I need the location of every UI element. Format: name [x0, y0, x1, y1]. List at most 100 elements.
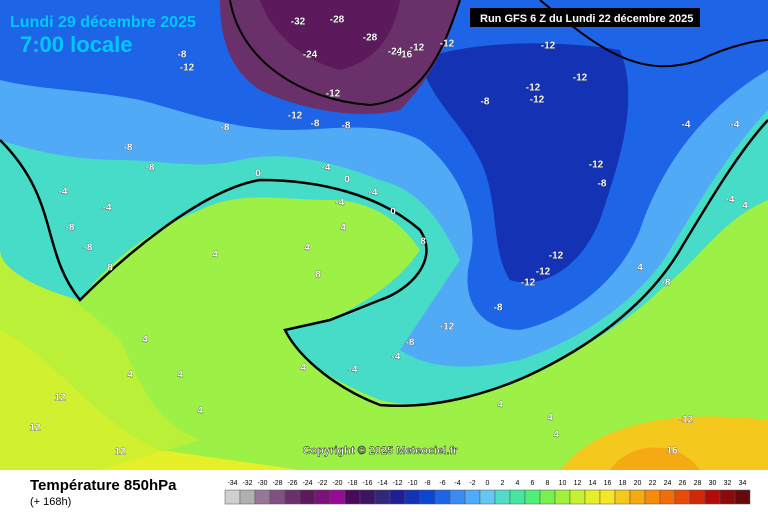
- legend-tick: 14: [589, 480, 597, 487]
- legend-swatch: [254, 489, 271, 505]
- contour-label: -8: [481, 97, 490, 108]
- contour-label: -16: [398, 50, 413, 61]
- legend-swatch: [434, 489, 451, 505]
- legend-tick: -12: [392, 480, 402, 487]
- legend-swatch: [629, 489, 646, 505]
- legend-tick: 16: [604, 480, 612, 487]
- contour-label: 4: [304, 243, 310, 254]
- contour-label: -8: [342, 121, 351, 132]
- contour-label: -8: [221, 123, 230, 134]
- legend-tick: 4: [516, 480, 520, 487]
- legend-tick: 28: [694, 480, 702, 487]
- legend-swatch: [269, 489, 286, 505]
- legend-swatch: [404, 489, 421, 505]
- contour-label: -4: [336, 198, 345, 209]
- legend-tick: -24: [302, 480, 312, 487]
- contour-label: 4: [553, 430, 559, 441]
- contour-label: -28: [363, 33, 378, 44]
- contour-label: 4: [142, 335, 148, 346]
- contour-label: -32: [291, 17, 306, 28]
- legend-swatch: [329, 489, 346, 505]
- map-date: Lundi 29 décembre 2025: [10, 14, 196, 31]
- legend-tick: -28: [272, 480, 282, 487]
- legend-tick: 24: [664, 480, 672, 487]
- contour-label: -12: [679, 415, 694, 426]
- contour-label: -24: [388, 47, 403, 58]
- contour-label: -12: [521, 278, 536, 289]
- warm-zone: [0, 250, 200, 470]
- contour-label: -4: [349, 365, 358, 376]
- legend-swatch: [509, 489, 526, 505]
- contour-label: 0: [255, 169, 261, 180]
- legend-swatch: [539, 489, 556, 505]
- legend-swatch: [299, 489, 316, 505]
- legend-tick: 6: [531, 480, 535, 487]
- contour-label: -4: [392, 352, 401, 363]
- contour-label: -8: [494, 303, 503, 314]
- contour-label: -28: [330, 15, 345, 26]
- contour-label: -12: [326, 89, 341, 100]
- legend-swatch: [449, 489, 466, 505]
- contour-label: 4: [637, 263, 643, 274]
- contour-label: -4: [726, 195, 735, 206]
- legend-swatch: [419, 489, 436, 505]
- contour-label: -8: [311, 119, 320, 130]
- legend-tick: -8: [424, 480, 430, 487]
- legend-swatch: [584, 489, 601, 505]
- legend-tick: 20: [634, 480, 642, 487]
- legend-tick: -14: [377, 480, 387, 487]
- legend-swatch: [674, 489, 691, 505]
- cold-zone: [420, 43, 629, 283]
- legend-swatch: [314, 489, 331, 505]
- contour-label: 4: [177, 370, 183, 381]
- legend-swatch: [239, 489, 256, 505]
- legend-swatch: [524, 489, 541, 505]
- legend-swatch: [284, 489, 301, 505]
- contour-label: -8: [146, 163, 155, 174]
- contour-label: -8: [66, 223, 75, 234]
- legend-swatch: [734, 489, 751, 505]
- contour-label: -12: [589, 160, 604, 171]
- legend-tick: -16: [362, 480, 372, 487]
- contour-label: -8: [598, 179, 607, 190]
- warm-zone: [560, 416, 768, 470]
- contour-label: 4: [742, 201, 748, 212]
- contour-label: 12: [29, 423, 41, 434]
- legend-swatch: [614, 489, 631, 505]
- contour-label: -8: [662, 278, 671, 289]
- legend-title: Température 850hPa: [30, 477, 177, 494]
- contour-label: -4: [103, 203, 112, 214]
- legend-tick: 30: [709, 480, 717, 487]
- contour-label: -8: [178, 50, 187, 61]
- zero-isotherm: [0, 119, 768, 407]
- legend-swatch: [689, 489, 706, 505]
- legend-tick: 32: [724, 480, 732, 487]
- legend-swatch: [704, 489, 721, 505]
- legend-tick: -10: [407, 480, 417, 487]
- contour-label: -12: [440, 322, 455, 333]
- contour-label: -12: [541, 41, 556, 52]
- legend-tick: 12: [574, 480, 582, 487]
- contour-labels: -32 -28-28-24 -24-16-12 -12 -12-12-12-12-8-8…: [29, 14, 748, 457]
- contour-label: 8: [420, 237, 426, 248]
- legend-swatch: [569, 489, 586, 505]
- legend-tick: -30: [257, 480, 267, 487]
- legend-tick: -22: [317, 480, 327, 487]
- legend-swatch: [374, 489, 391, 505]
- legend-tick: -26: [287, 480, 297, 487]
- legend-tick: 18: [619, 480, 627, 487]
- contour-label: 4: [212, 250, 218, 261]
- contour-label: -12: [526, 83, 541, 94]
- legend-tick: 10: [559, 480, 567, 487]
- contour-label: -8: [406, 338, 415, 349]
- legend-tick: -20: [332, 480, 342, 487]
- legend-swatch: [719, 489, 736, 505]
- contour-label: -4: [731, 120, 740, 131]
- legend-swatch: [494, 489, 511, 505]
- legend-swatch: [479, 489, 496, 505]
- run-box: [470, 8, 700, 27]
- contour-label: 0: [344, 175, 350, 186]
- legend-swatch: [659, 489, 676, 505]
